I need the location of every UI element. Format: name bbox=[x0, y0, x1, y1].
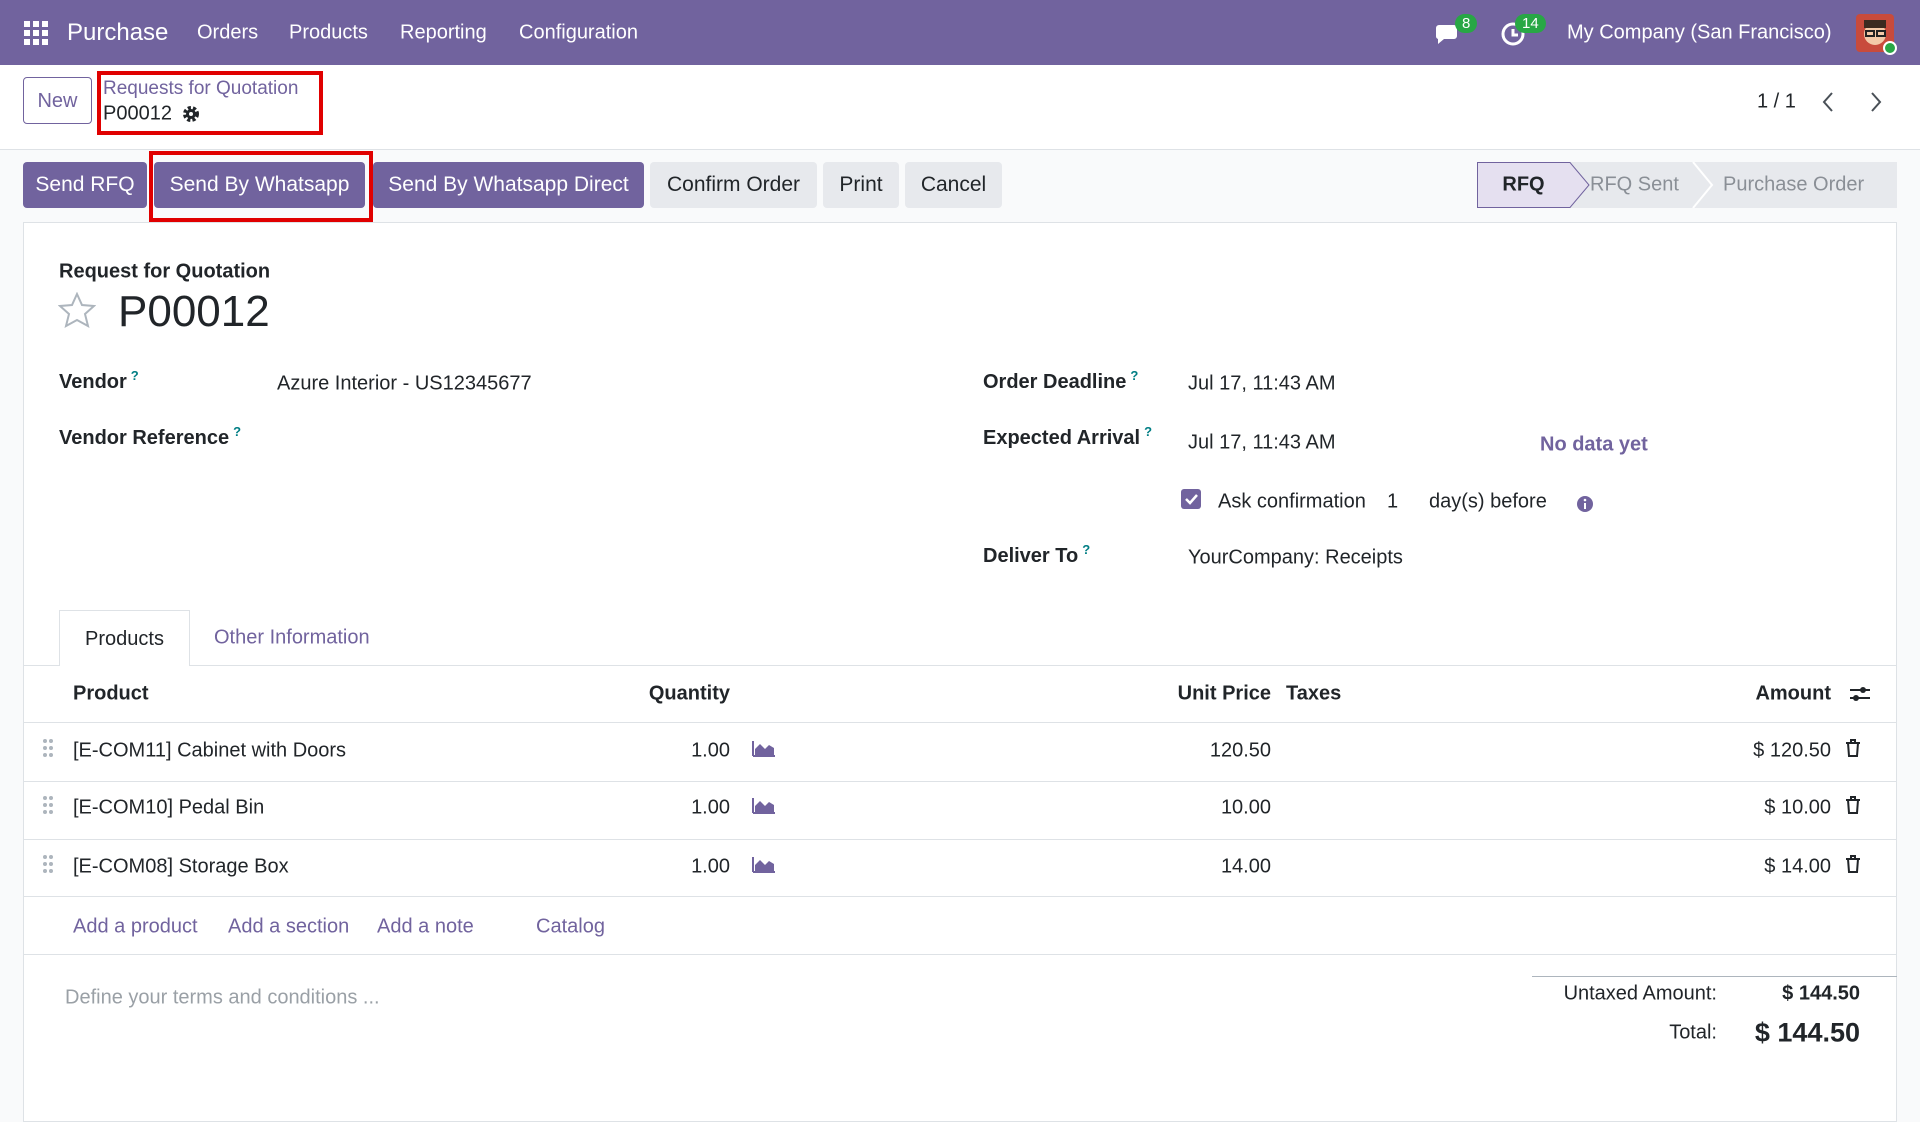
apps-icon[interactable] bbox=[24, 21, 48, 45]
breadcrumb[interactable]: Requests for Quotation bbox=[103, 78, 299, 99]
forecast-icon[interactable] bbox=[752, 796, 776, 820]
field-label: Order Deadline? bbox=[983, 368, 1139, 393]
tab[interactable]: Other Information bbox=[214, 626, 370, 649]
product-cell[interactable]: [E-COM10] Pedal Bin bbox=[73, 796, 265, 819]
field-value[interactable]: YourCompany: Receipts bbox=[1188, 546, 1403, 569]
amount-cell: $ 120.50 bbox=[1753, 739, 1831, 762]
column-header[interactable]: Amount bbox=[1755, 682, 1831, 705]
action-button[interactable]: Print bbox=[823, 162, 899, 208]
status-step[interactable]: RFQ Sent bbox=[1590, 173, 1679, 196]
menu-item[interactable]: Configuration bbox=[519, 21, 638, 44]
add-link[interactable]: Add a product bbox=[73, 915, 198, 938]
divider bbox=[0, 149, 1920, 150]
totals-label: Total: bbox=[1669, 1021, 1717, 1044]
action-button[interactable]: Cancel bbox=[905, 162, 1002, 208]
row-line bbox=[23, 896, 1897, 897]
totals-value: $ 144.50 bbox=[1782, 982, 1860, 1005]
column-header[interactable]: Quantity bbox=[648, 682, 730, 705]
column-header[interactable]: Unit Price bbox=[1177, 682, 1271, 705]
delete-icon[interactable] bbox=[1845, 796, 1861, 820]
drag-handle[interactable] bbox=[42, 854, 54, 880]
field-value[interactable]: Jul 17, 11:43 AM bbox=[1188, 431, 1336, 454]
status-step[interactable]: RFQ bbox=[1502, 173, 1545, 196]
totals-label: Untaxed Amount: bbox=[1563, 982, 1717, 1005]
add-link[interactable]: Add a section bbox=[228, 915, 350, 938]
field-label: Vendor? bbox=[59, 368, 139, 393]
field-label: Ask confirmation bbox=[1218, 490, 1366, 513]
quantity-cell[interactable]: 1.00 bbox=[691, 855, 730, 878]
field-suffix: day(s) before bbox=[1429, 490, 1547, 513]
pager: 1 / 1 bbox=[1757, 90, 1796, 113]
add-link[interactable]: Catalog bbox=[536, 915, 605, 938]
statusbar bbox=[1477, 162, 1897, 208]
action-button[interactable]: Send By Whatsapp bbox=[154, 162, 365, 208]
messages-badge: 8 bbox=[1455, 14, 1478, 33]
drag-handle[interactable] bbox=[42, 738, 54, 764]
activities-icon[interactable] bbox=[1500, 21, 1526, 47]
favorite-star[interactable] bbox=[58, 292, 96, 328]
highlight-box bbox=[149, 151, 373, 222]
highlight-box bbox=[97, 71, 323, 135]
tab-active[interactable]: Products bbox=[59, 610, 190, 666]
forecast-icon[interactable] bbox=[752, 739, 776, 763]
pager-arrows[interactable] bbox=[1818, 90, 1888, 114]
forecast-icon[interactable] bbox=[752, 855, 776, 879]
gear-icon[interactable] bbox=[181, 104, 201, 124]
form-subtitle: Request for Quotation bbox=[59, 260, 271, 283]
action-button[interactable]: Confirm Order bbox=[650, 162, 817, 208]
product-cell[interactable]: [E-COM11] Cabinet with Doors bbox=[73, 739, 347, 762]
totals-line bbox=[1532, 976, 1897, 977]
form-sheet bbox=[23, 222, 1897, 1122]
delete-icon[interactable] bbox=[1845, 739, 1861, 763]
field-note: No data yet bbox=[1540, 433, 1648, 456]
navbar: Purchase Orders Products Reporting Confi… bbox=[0, 0, 1920, 65]
action-button[interactable]: Send By Whatsapp Direct bbox=[373, 162, 644, 208]
column-header[interactable]: Product bbox=[73, 682, 149, 705]
activities-badge: 14 bbox=[1515, 14, 1546, 33]
row-line bbox=[23, 781, 1897, 782]
field-value[interactable]: Jul 17, 11:43 AM bbox=[1188, 372, 1336, 395]
row-line bbox=[23, 839, 1897, 840]
record-name: P00012 bbox=[118, 287, 270, 336]
drag-handle[interactable] bbox=[42, 795, 54, 821]
quantity-cell[interactable]: 1.00 bbox=[691, 739, 730, 762]
terms-placeholder[interactable]: Define your terms and conditions ... bbox=[65, 986, 380, 1009]
row-line bbox=[23, 954, 1897, 955]
field-value[interactable]: Azure Interior - US12345677 bbox=[277, 372, 532, 395]
quantity-cell[interactable]: 1.00 bbox=[691, 796, 730, 819]
product-cell[interactable]: [E-COM08] Storage Box bbox=[73, 855, 289, 878]
app-name[interactable]: Purchase bbox=[67, 19, 169, 46]
add-link[interactable]: Add a note bbox=[377, 915, 474, 938]
unit-price-cell[interactable]: 14.00 bbox=[1220, 855, 1271, 878]
row-line bbox=[23, 722, 1897, 723]
field-label: Expected Arrival? bbox=[983, 424, 1153, 449]
amount-cell: $ 14.00 bbox=[1764, 855, 1831, 878]
field-value[interactable]: 1 bbox=[1387, 490, 1399, 513]
menu-item[interactable]: Products bbox=[289, 21, 368, 44]
column-header[interactable]: Taxes bbox=[1286, 682, 1342, 705]
breadcrumb-record: P00012 bbox=[103, 102, 172, 125]
unit-price-cell[interactable]: 10.00 bbox=[1220, 796, 1271, 819]
field-label: Deliver To? bbox=[983, 542, 1091, 567]
tab-line bbox=[23, 665, 1897, 666]
user-avatar[interactable] bbox=[1856, 14, 1898, 56]
info-icon[interactable] bbox=[1576, 495, 1594, 513]
new-button[interactable]: New bbox=[23, 77, 92, 124]
checkbox[interactable] bbox=[1181, 489, 1201, 509]
menu-item[interactable]: Reporting bbox=[400, 21, 487, 44]
column-settings-icon[interactable] bbox=[1849, 684, 1871, 704]
menu-item[interactable]: Orders bbox=[197, 21, 259, 44]
messages-icon[interactable] bbox=[1433, 20, 1463, 48]
field-label: Vendor Reference? bbox=[59, 424, 242, 449]
status-step[interactable]: Purchase Order bbox=[1723, 173, 1865, 196]
company-switcher[interactable]: My Company (San Francisco) bbox=[1567, 21, 1832, 44]
delete-icon[interactable] bbox=[1845, 855, 1861, 879]
totals-value: $ 144.50 bbox=[1754, 1017, 1860, 1048]
amount-cell: $ 10.00 bbox=[1764, 796, 1831, 819]
action-button[interactable]: Send RFQ bbox=[23, 162, 147, 208]
unit-price-cell[interactable]: 120.50 bbox=[1209, 739, 1271, 762]
